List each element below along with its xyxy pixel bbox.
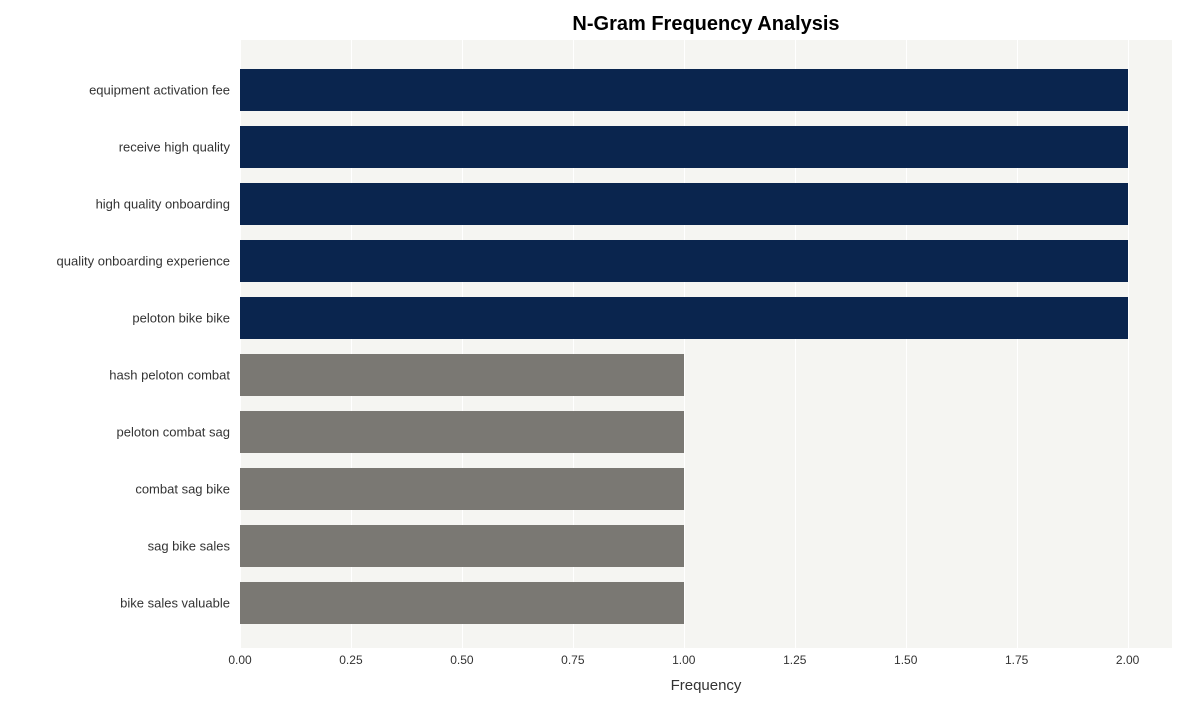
bar [240,297,1128,339]
y-tick-label: peloton combat sag [0,424,230,439]
x-tick-label: 0.75 [561,653,584,667]
x-tick-label: 1.75 [1005,653,1028,667]
bar [240,183,1128,225]
bar [240,126,1128,168]
y-tick-label: equipment activation fee [0,82,230,97]
ngram-chart: N-Gram Frequency Analysis equipment acti… [5,5,1177,706]
plot-area [240,40,1172,648]
x-axis: 0.000.250.500.751.001.251.501.752.00 [240,653,1172,673]
y-tick-label: peloton bike bike [0,310,230,325]
bar [240,468,684,510]
y-tick-label: receive high quality [0,139,230,154]
bar [240,69,1128,111]
bar [240,411,684,453]
y-tick-label: hash peloton combat [0,367,230,382]
y-tick-label: bike sales valuable [0,595,230,610]
x-tick-label: 2.00 [1116,653,1139,667]
y-tick-label: quality onboarding experience [0,253,230,268]
bar [240,240,1128,282]
x-tick-label: 0.00 [228,653,251,667]
gridline [1128,40,1129,648]
x-tick-label: 1.50 [894,653,917,667]
x-tick-label: 0.50 [450,653,473,667]
x-tick-label: 1.00 [672,653,695,667]
x-axis-label: Frequency [240,677,1172,694]
chart-title: N-Gram Frequency Analysis [240,13,1172,36]
bar [240,582,684,624]
bar [240,525,684,567]
bar [240,354,684,396]
y-tick-label: high quality onboarding [0,196,230,211]
y-tick-label: combat sag bike [0,481,230,496]
x-tick-label: 0.25 [339,653,362,667]
y-tick-label: sag bike sales [0,538,230,553]
x-tick-label: 1.25 [783,653,806,667]
